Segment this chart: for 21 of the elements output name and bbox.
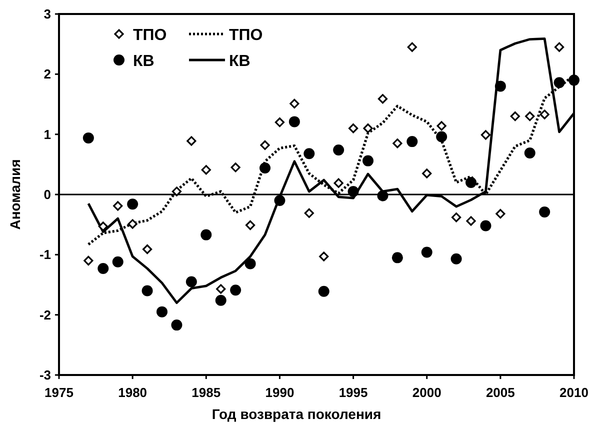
x-tick-label: 2000 (412, 385, 442, 400)
x-tick-label: 1990 (265, 385, 294, 400)
x-tick-label: 1995 (338, 385, 368, 400)
x-axis-title: Год возврата поколения (212, 406, 382, 422)
legend-label: ТПО (133, 27, 167, 44)
legend-label: КВ (133, 53, 154, 70)
y-tick-label: -3 (39, 368, 51, 382)
y-tick-label: 1 (44, 126, 51, 142)
legend-label: ТПО (229, 27, 263, 44)
x-tick-label: 1980 (118, 385, 148, 400)
y-tick-label: -2 (39, 307, 51, 322)
y-tick-label: -1 (39, 247, 51, 262)
x-tick-label: 2010 (560, 385, 588, 400)
x-tick-label: 1975 (44, 385, 74, 400)
y-tick-label: 2 (44, 66, 51, 82)
y-tick-label: 0 (44, 187, 51, 202)
x-tick-label: 2005 (486, 385, 515, 400)
y-axis-title: Аномалия (7, 159, 23, 230)
x-tick-label: 1985 (192, 385, 221, 400)
y-tick-label: 3 (44, 6, 51, 22)
legend-label: КВ (229, 53, 250, 70)
